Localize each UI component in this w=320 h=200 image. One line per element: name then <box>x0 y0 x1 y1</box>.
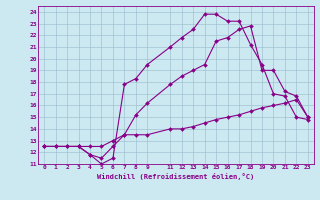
X-axis label: Windchill (Refroidissement éolien,°C): Windchill (Refroidissement éolien,°C) <box>97 173 255 180</box>
